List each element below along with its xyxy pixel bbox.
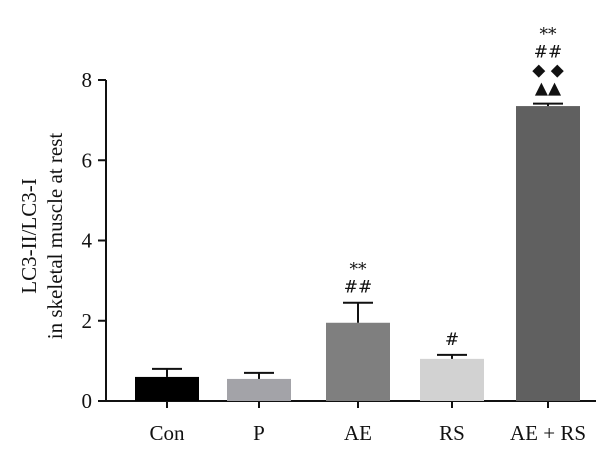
y-axis-title-line1: LC3-II/LC3-I [17, 178, 41, 293]
y-tick-label: 4 [82, 229, 93, 253]
y-tick-label: 8 [82, 68, 93, 92]
significance-marker: ** [350, 260, 368, 280]
bar-p [227, 378, 291, 401]
significance-marker: ## [534, 43, 563, 63]
x-tick-label: RS [439, 421, 465, 445]
significance-marker: ## [344, 278, 373, 298]
bar-ae [326, 322, 390, 401]
significance-marker: # [445, 330, 459, 350]
bar-con [135, 376, 199, 401]
x-tick-label: AE [344, 421, 372, 445]
x-tick-label: P [253, 421, 265, 445]
y-tick-label: 2 [82, 309, 93, 333]
x-tick-label: AE + RS [510, 421, 586, 445]
y-tick-label: 0 [82, 389, 93, 413]
bar-ae-rs [516, 106, 580, 402]
y-tick-label: 6 [82, 148, 93, 172]
y-axis-title-line2: in skeletal muscle at rest [43, 133, 67, 340]
y-axis-title: LC3-II/LC3-I in skeletal muscle at rest [17, 133, 67, 340]
significance-marker: ◆ ◆ [532, 61, 564, 81]
x-tick-label: Con [149, 421, 185, 445]
significance-marker: ** [540, 25, 558, 45]
bar-rs [420, 358, 484, 401]
significance-marker: ▲▲ [535, 79, 562, 99]
